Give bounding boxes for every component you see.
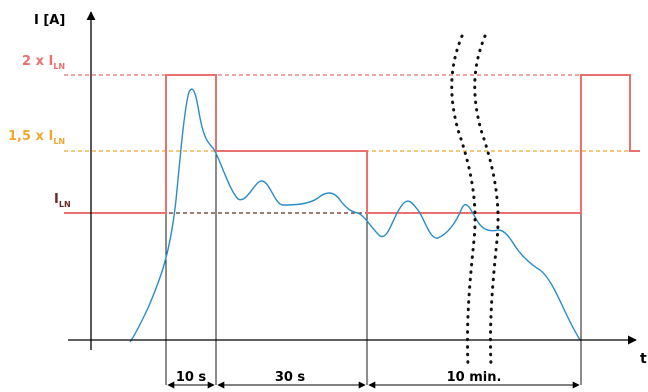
interval-label-10min: 10 min. bbox=[447, 370, 502, 385]
level-1-5x-label: 1,5 x ILN bbox=[8, 129, 65, 146]
level-2x-prefix: 2 x I bbox=[22, 54, 53, 69]
level-nominal-label: ILN bbox=[54, 192, 71, 209]
y-axis-label: I [A] bbox=[34, 13, 65, 28]
limit-step-curve bbox=[64, 74, 640, 214]
time-break-right-wave bbox=[473, 34, 500, 367]
level-2x-subscript: LN bbox=[53, 62, 65, 71]
level-nominal-prefix: I bbox=[54, 192, 59, 207]
level-1-5x-prefix: 1,5 x I bbox=[8, 129, 53, 144]
interval-label-10s: 10 s bbox=[176, 370, 207, 385]
level-1-5x-subscript: LN bbox=[53, 137, 65, 146]
current-curve bbox=[129, 88, 581, 343]
level-nominal-subscript: LN bbox=[59, 200, 71, 209]
level-2x-label: 2 x ILN bbox=[22, 54, 65, 71]
time-break-left-wave bbox=[450, 34, 477, 367]
x-axis-label: t bbox=[640, 351, 647, 367]
interval-label-30s: 30 s bbox=[275, 370, 306, 385]
